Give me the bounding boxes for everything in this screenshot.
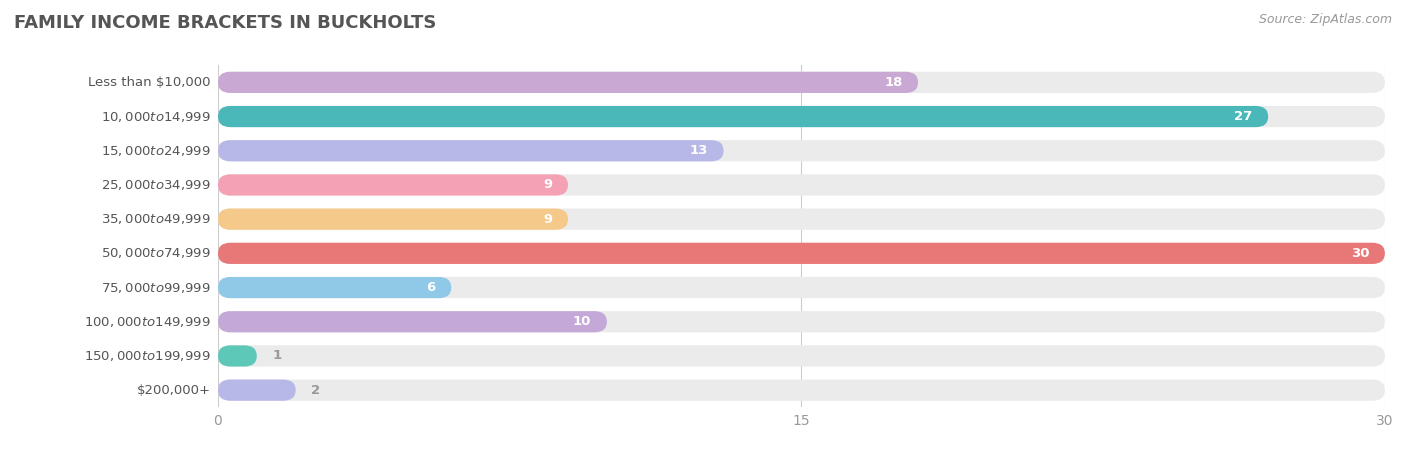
Text: $150,000 to $199,999: $150,000 to $199,999 <box>84 349 211 363</box>
Text: 13: 13 <box>690 144 709 157</box>
Text: 27: 27 <box>1234 110 1253 123</box>
Text: 1: 1 <box>273 350 281 362</box>
FancyBboxPatch shape <box>218 345 1385 367</box>
Text: $50,000 to $74,999: $50,000 to $74,999 <box>101 246 211 261</box>
Text: 2: 2 <box>311 384 321 396</box>
FancyBboxPatch shape <box>218 311 607 333</box>
Text: $35,000 to $49,999: $35,000 to $49,999 <box>101 212 211 226</box>
Text: $15,000 to $24,999: $15,000 to $24,999 <box>101 144 211 158</box>
Text: 30: 30 <box>1351 247 1369 260</box>
FancyBboxPatch shape <box>218 208 568 230</box>
Text: $10,000 to $14,999: $10,000 to $14,999 <box>101 109 211 124</box>
FancyBboxPatch shape <box>218 72 1385 93</box>
Text: 18: 18 <box>884 76 903 89</box>
Text: Source: ZipAtlas.com: Source: ZipAtlas.com <box>1258 14 1392 27</box>
FancyBboxPatch shape <box>218 140 724 162</box>
FancyBboxPatch shape <box>218 208 1385 230</box>
Text: Less than $10,000: Less than $10,000 <box>89 76 211 89</box>
Text: FAMILY INCOME BRACKETS IN BUCKHOLTS: FAMILY INCOME BRACKETS IN BUCKHOLTS <box>14 14 436 32</box>
FancyBboxPatch shape <box>218 311 1385 333</box>
FancyBboxPatch shape <box>218 174 1385 196</box>
Text: 10: 10 <box>574 315 592 328</box>
Text: 9: 9 <box>543 213 553 225</box>
FancyBboxPatch shape <box>218 379 295 401</box>
FancyBboxPatch shape <box>218 379 1385 401</box>
Text: $200,000+: $200,000+ <box>136 384 211 396</box>
Text: 9: 9 <box>543 179 553 191</box>
FancyBboxPatch shape <box>218 72 918 93</box>
FancyBboxPatch shape <box>218 243 1385 264</box>
Text: $100,000 to $149,999: $100,000 to $149,999 <box>84 315 211 329</box>
FancyBboxPatch shape <box>218 174 568 196</box>
FancyBboxPatch shape <box>218 345 257 367</box>
FancyBboxPatch shape <box>218 106 1268 127</box>
FancyBboxPatch shape <box>218 277 1385 298</box>
FancyBboxPatch shape <box>218 277 451 298</box>
FancyBboxPatch shape <box>218 140 1385 162</box>
Text: $25,000 to $34,999: $25,000 to $34,999 <box>101 178 211 192</box>
Text: 6: 6 <box>426 281 436 294</box>
FancyBboxPatch shape <box>218 243 1385 264</box>
Text: $75,000 to $99,999: $75,000 to $99,999 <box>101 280 211 295</box>
FancyBboxPatch shape <box>218 106 1385 127</box>
